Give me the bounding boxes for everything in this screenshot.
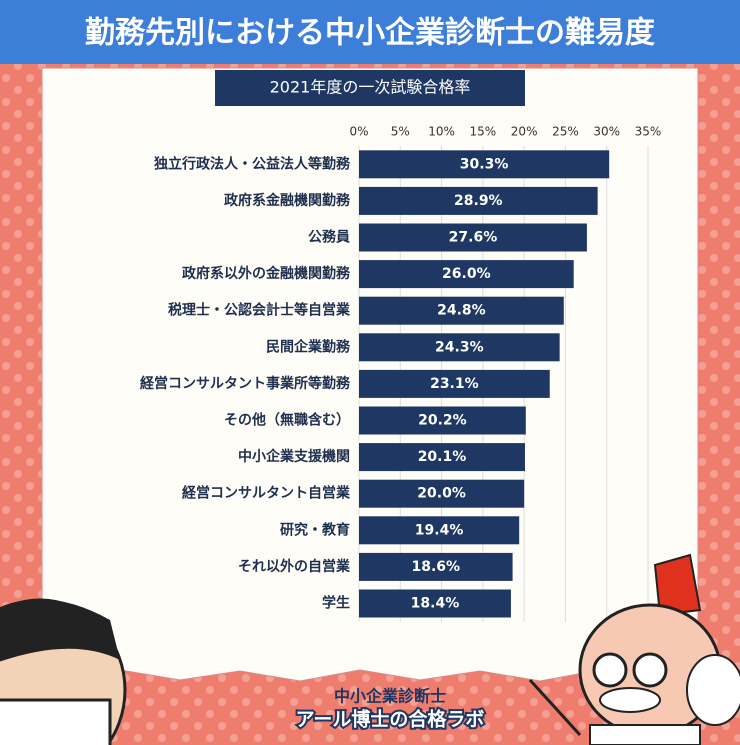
- value-label: 24.3%: [435, 339, 484, 355]
- category-label: 政府系金融機関勤務: [224, 192, 351, 209]
- category-label: 研究・教育: [280, 521, 350, 538]
- value-label: 20.2%: [418, 413, 467, 429]
- character-right: [528, 553, 740, 745]
- x-tick-label: 15%: [470, 125, 497, 139]
- category-label: 税理士・公認会計士等自営業: [168, 302, 351, 319]
- value-label: 20.1%: [418, 449, 467, 465]
- value-label: 26.0%: [442, 266, 491, 282]
- category-label: 公務員: [308, 229, 350, 246]
- title: 勤務先別における中小企業診断士の難易度: [85, 16, 655, 51]
- bar: [359, 589, 511, 618]
- category-label: 独立行政法人・公益法人等勤務: [154, 155, 351, 172]
- category-label: その他（無職含む）: [224, 412, 350, 429]
- category-label: 経営コンサルタント事業所等勤務: [140, 375, 351, 392]
- bar: [359, 369, 550, 398]
- character-left: [0, 598, 127, 745]
- plot: 0% 5% 10% 15% 20% 25% 30% 35% 独立行政法人・公益法人等勤務 30.3…: [140, 125, 661, 622]
- value-label: 20.0%: [417, 486, 466, 502]
- value-label: 24.8%: [437, 303, 486, 319]
- value-label: 18.6%: [412, 559, 461, 575]
- value-label: 30.3%: [460, 156, 509, 172]
- bar: [359, 186, 598, 215]
- subtitle: 2021年度の一次試験合格率: [270, 78, 471, 97]
- value-label: 19.4%: [415, 522, 464, 538]
- x-tick-label: 20%: [511, 125, 538, 139]
- bar: [359, 516, 520, 545]
- bar: [359, 150, 610, 179]
- bar: [359, 260, 574, 289]
- category-label: それ以外の自営業: [238, 558, 351, 575]
- x-tick-label: 25%: [552, 125, 579, 139]
- bar: [359, 333, 560, 362]
- value-label: 27.6%: [449, 230, 498, 246]
- bar: [359, 479, 525, 508]
- bar: [359, 406, 526, 435]
- bar: [359, 296, 564, 325]
- bar: [359, 223, 587, 252]
- x-tick-label: 5%: [391, 125, 410, 139]
- x-tick-label: 10%: [428, 125, 455, 139]
- value-label: 18.4%: [411, 596, 460, 612]
- value-label: 23.1%: [430, 376, 479, 392]
- subtitle-box: [215, 70, 525, 106]
- bar: [359, 552, 513, 581]
- bar: [359, 443, 525, 472]
- brand-line2: アール博士の合格ラボ: [296, 708, 485, 731]
- category-label: 中小企業支援機関: [238, 448, 350, 465]
- category-label: 学生: [322, 595, 350, 612]
- header-band: [0, 0, 740, 64]
- x-tick-label: 35%: [635, 125, 662, 139]
- x-tick-label: 0%: [349, 125, 368, 139]
- value-label: 28.9%: [454, 193, 503, 209]
- category-label: 政府系以外の金融機関勤務: [182, 265, 351, 282]
- category-label: 経営コンサルタント自営業: [182, 485, 351, 502]
- x-tick-label: 30%: [593, 125, 620, 139]
- category-label: 民間企業勤務: [266, 338, 351, 355]
- brand-line1: 中小企業診断士: [334, 687, 446, 706]
